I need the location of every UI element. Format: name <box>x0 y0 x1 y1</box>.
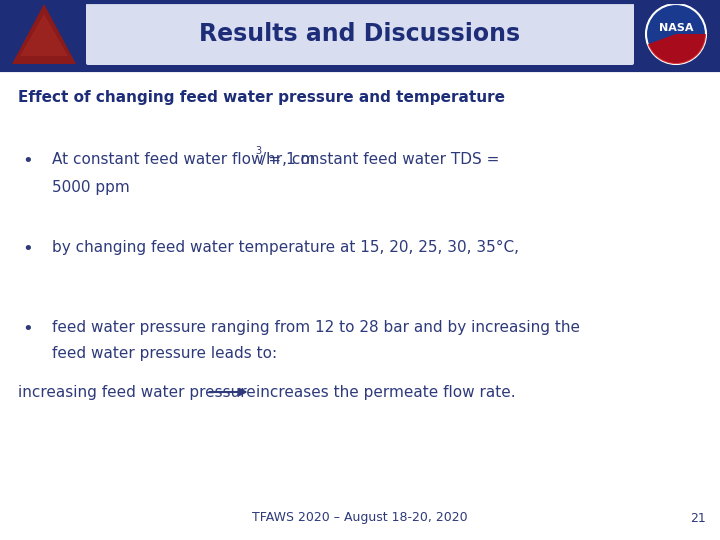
Bar <box>0 0 720 68</box>
Text: At constant feed water flow = 1 m: At constant feed water flow = 1 m <box>52 152 315 167</box>
Text: 3: 3 <box>255 146 261 156</box>
Text: /hr, constant feed water TDS =: /hr, constant feed water TDS = <box>261 152 500 167</box>
Wedge shape <box>648 34 706 64</box>
Text: increasing feed water pressure: increasing feed water pressure <box>18 384 256 400</box>
Text: feed water pressure leads to:: feed water pressure leads to: <box>52 346 277 361</box>
Text: by changing feed water temperature at 15, 20, 25, 30, 35°C,: by changing feed water temperature at 15… <box>52 240 519 255</box>
Text: •: • <box>22 320 32 338</box>
Text: •: • <box>22 240 32 258</box>
Text: TFAWS 2020 – August 18-20, 2020: TFAWS 2020 – August 18-20, 2020 <box>252 511 468 524</box>
Polygon shape <box>20 14 68 56</box>
Text: 5000 ppm: 5000 ppm <box>52 180 130 195</box>
Text: increases the permeate flow rate.: increases the permeate flow rate. <box>256 384 515 400</box>
Text: feed water pressure ranging from 12 to 28 bar and by increasing the: feed water pressure ranging from 12 to 2… <box>52 320 580 335</box>
Circle shape <box>646 4 706 64</box>
Text: •: • <box>22 152 32 170</box>
Text: 21: 21 <box>690 511 706 524</box>
Polygon shape <box>12 4 76 64</box>
Text: Effect of changing feed water pressure and temperature: Effect of changing feed water pressure a… <box>18 90 505 105</box>
Text: NASA: NASA <box>659 23 693 33</box>
Text: Results and Discussions: Results and Discussions <box>199 22 521 46</box>
FancyBboxPatch shape <box>86 3 634 65</box>
